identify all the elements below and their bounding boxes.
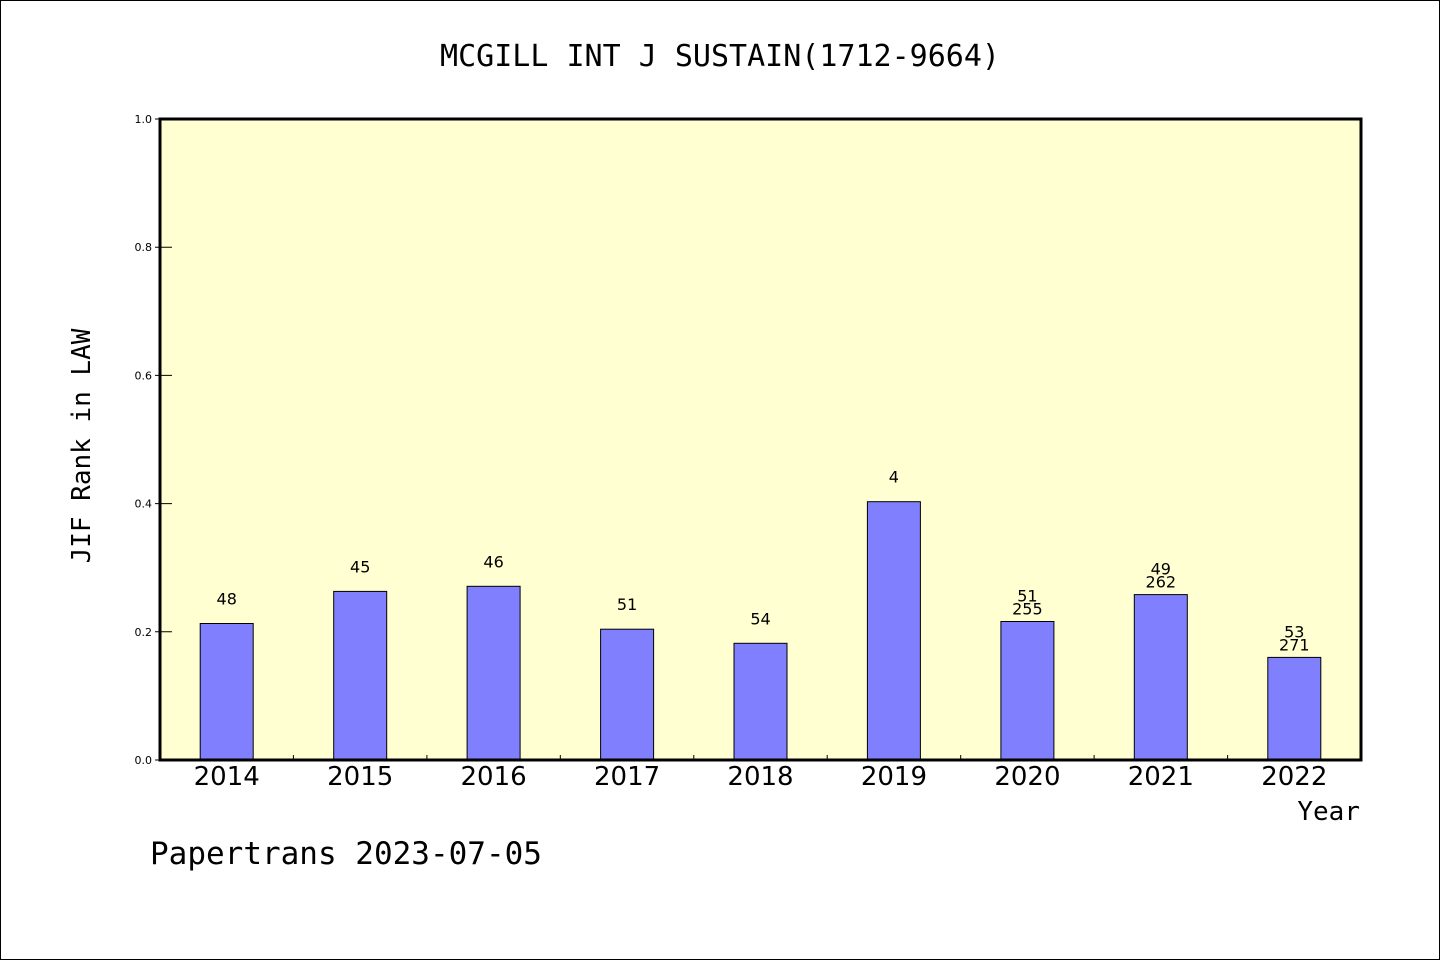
plot-border [158, 117, 1363, 762]
bar-label-2018: 54 [750, 609, 770, 628]
bars-group [199, 501, 1322, 761]
y-axis-label: JIF Rank in LAW [67, 328, 97, 563]
bar-label-2014: 48 [217, 590, 237, 609]
bar-label-2022-2: 271 [1279, 635, 1310, 654]
bar-2014 [199, 623, 254, 761]
bar-2015 [333, 590, 388, 761]
x-tick-label-2022: 2022 [1261, 762, 1327, 792]
x-tick-label-2017: 2017 [594, 762, 660, 792]
bar-label-2016: 46 [483, 552, 503, 571]
footer-credit: Papertrans 2023-07-05 [150, 836, 542, 872]
x-tick-label-2015: 2015 [327, 762, 393, 792]
x-axis-label: Year [1297, 797, 1360, 827]
bar-label-2017: 51 [617, 595, 637, 614]
chart-title: MCGILL INT J SUSTAIN(1712-9664) [440, 39, 1000, 74]
y-tick-label: 0.8 [135, 241, 153, 254]
bar-label-2021-2: 262 [1146, 573, 1177, 592]
x-tick-label-2021: 2021 [1128, 762, 1194, 792]
x-axis: 2014 2015 2016 2017 2018 2019 2020 2021 2022 [194, 755, 1327, 792]
y-tick-label: 1.0 [135, 113, 153, 126]
bar-2022 [1267, 656, 1322, 761]
bar-label-2021-1: 49 [1151, 560, 1171, 579]
y-axis: 0.0 0.2 0.4 0.6 0.8 1.0 [135, 113, 172, 767]
bar-label-2022-1: 53 [1284, 622, 1304, 641]
bar-label-2020-2: 255 [1012, 600, 1043, 619]
x-tick-label-2016: 2016 [461, 762, 527, 792]
bar-2017 [600, 628, 655, 761]
x-tick-label-2020: 2020 [994, 762, 1060, 792]
x-tick-label-2019: 2019 [861, 762, 927, 792]
bar-label-2020-1: 51 [1017, 587, 1037, 606]
bar-2016 [466, 585, 521, 761]
bar-2020 [1000, 621, 1055, 761]
y-tick-label: 0.2 [135, 626, 153, 639]
bar-2021 [1133, 594, 1188, 761]
y-tick-label: 0.0 [135, 754, 153, 767]
bar-label-2019: 4 [889, 468, 899, 487]
y-tick-label: 0.4 [135, 498, 153, 511]
x-tick-label-2018: 2018 [727, 762, 793, 792]
bar-2018 [733, 642, 788, 761]
y-tick-label: 0.6 [135, 369, 153, 382]
x-tick-label-2014: 2014 [194, 762, 260, 792]
bar-label-2015: 45 [350, 557, 370, 576]
bar-2019 [866, 501, 921, 761]
